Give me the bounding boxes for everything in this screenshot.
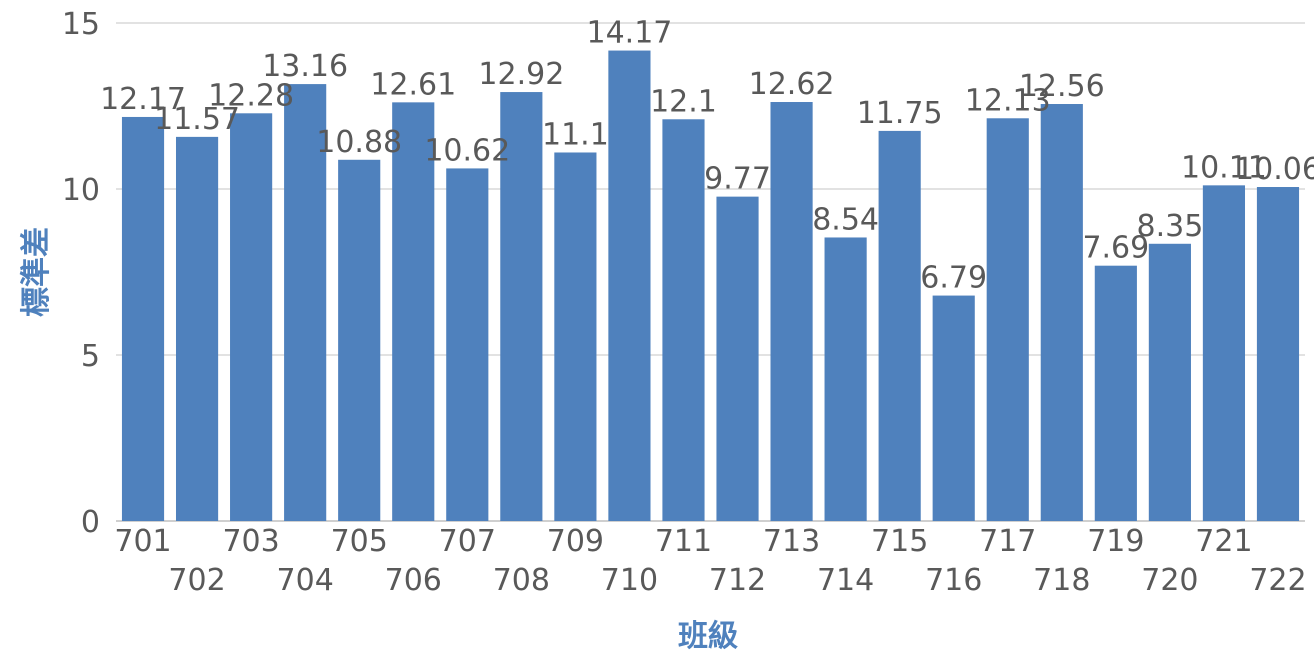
x-tick-label: 704 [277,563,334,598]
data-label: 7.69 [1082,231,1149,266]
data-label: 10.88 [316,125,402,160]
bar [770,102,813,522]
x-tick-labels: 701 702 703 704 705 706 707 708 709 710 711 712 713 7… [114,524,1306,598]
bar [986,118,1029,521]
data-label: 13.16 [262,49,348,84]
data-label: 12.28 [208,78,294,113]
data-label: 10.06 [1235,152,1314,187]
data-label: 12.1 [650,84,717,119]
data-label: 12.13 [965,83,1051,118]
y-tick-label: 10 [62,173,100,208]
data-label: 9.77 [704,162,771,197]
y-tick-label: 5 [81,339,100,374]
data-label: 12.56 [1019,69,1105,104]
x-tick-label: 715 [871,524,928,559]
bar [175,136,219,521]
bar [1148,243,1191,521]
x-tick-label: 722 [1249,563,1306,598]
data-label: 11.1 [542,117,609,152]
bar [1256,187,1300,521]
x-tick-label: 702 [168,563,225,598]
bar [284,84,327,521]
y-tick-label: 0 [81,505,100,540]
data-label: 12.61 [370,67,456,102]
bar [824,237,867,522]
data-label: 8.54 [812,202,879,237]
y-tick-labels: 0 5 10 15 [62,7,100,540]
x-tick-label: 716 [925,563,982,598]
data-label: 12.92 [478,57,564,92]
bar [1040,104,1083,522]
x-tick-label: 708 [493,563,550,598]
bar [338,159,381,521]
x-tick-label: 710 [601,563,658,598]
data-label: 8.35 [1136,209,1203,244]
x-tick-label: 711 [655,524,712,559]
bar [554,152,597,522]
bar [230,113,273,521]
bar [662,119,705,521]
bar [878,130,921,521]
y-tick-label: 15 [62,7,100,42]
bar [608,50,651,521]
bar [500,92,543,521]
bars [121,50,1300,522]
x-axis-title: 班級 [678,619,738,654]
data-label: 11.75 [857,96,943,131]
data-label: 6.79 [920,261,987,296]
bar [1094,265,1137,521]
x-tick-label: 721 [1195,524,1252,559]
x-tick-label: 707 [439,524,496,559]
x-tick-label: 718 [1033,563,1090,598]
x-tick-label: 717 [979,524,1036,559]
x-tick-label: 713 [763,524,820,559]
bar [716,196,759,522]
x-tick-label: 706 [385,563,442,598]
x-tick-label: 720 [1141,563,1198,598]
x-tick-label: 703 [222,524,279,559]
bar [446,168,489,521]
bar [121,116,165,522]
x-tick-label: 714 [817,563,874,598]
data-label: 14.17 [586,16,672,51]
x-tick-label: 705 [331,524,388,559]
x-tick-label: 701 [114,524,171,559]
y-axis-title: 標準差 [19,227,54,317]
data-label: 12.62 [749,67,835,102]
bar [932,295,975,521]
bar [1202,185,1246,521]
data-label: 10.62 [424,133,510,168]
x-tick-label: 709 [547,524,604,559]
x-tick-label: 719 [1087,524,1144,559]
bar [392,102,435,522]
x-tick-label: 712 [709,563,766,598]
data-label: 10.11 [1181,150,1267,185]
data-label: 12.17 [100,82,186,117]
data-label: 11.57 [154,102,240,137]
